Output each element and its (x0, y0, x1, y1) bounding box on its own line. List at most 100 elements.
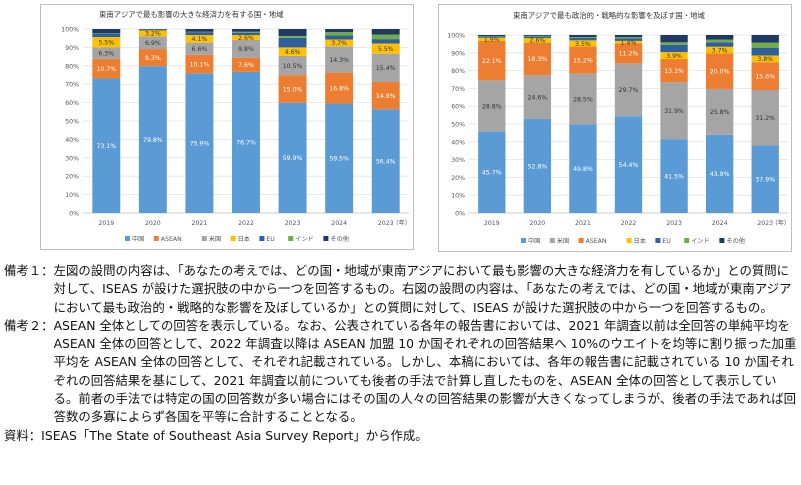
chart2-data-label: 25.8% (710, 109, 730, 116)
chart1-bar-segment (278, 55, 307, 76)
chart2-bar-segment (751, 145, 779, 213)
chart1-title: 東南アジアで最も影響の大きな経済力を有する国・地域 (99, 10, 284, 19)
chart2-ytick-label: 60% (451, 104, 465, 111)
chart1-data-label: 15.0% (283, 86, 303, 93)
chart1-xtick-label: 2023 (378, 220, 394, 227)
chart1-data-label: 59.9% (283, 155, 303, 162)
chart2-xtick-label: 2021 (575, 220, 591, 227)
chart1-bar-segment (371, 109, 400, 213)
chart-economic-influence-svg: 東南アジアで最も影響の大きな経済力を有する国・地域 0% 10% 20% 30% 40% 5… (61, 10, 411, 243)
chart-political-influence: 東南アジアで最も政治的・戦略的な影響を及ぼす国・地域 0% 10% 20% 30% 40%… (438, 4, 792, 252)
chart2-ytick-label: 40% (451, 139, 465, 146)
chart2-data-label: 49.8% (573, 166, 593, 173)
chart2-data-label: 20.0% (710, 68, 730, 75)
chart2-bar-segment (523, 35, 552, 37)
chart1-bar-segment (325, 32, 354, 36)
chart2-legend-label: 米国 (557, 237, 569, 245)
chart-political-influence-svg: 東南アジアで最も政治的・戦略的な影響を及ぼす国・地域 0% 10% 20% 30% 40%… (447, 11, 790, 245)
chart2-data-label: 28.5% (573, 96, 593, 103)
chart1-bar-segment (371, 29, 400, 35)
chart1-legend-swatch (153, 236, 159, 241)
chart1-data-label: 10.7% (96, 66, 116, 73)
chart1-bar-segment (371, 43, 400, 54)
chart1-data-label: 76.7% (236, 140, 256, 147)
chart2-bar-segment (523, 38, 552, 43)
chart1-bar-segment (232, 39, 260, 58)
chart1-bar-segment (92, 47, 121, 59)
chart2-data-label: 1.4% (621, 39, 637, 46)
chart2-data-label: 41.5% (664, 173, 684, 180)
chart2-xtick-label: 2024 (712, 220, 728, 227)
chart1-bar-segment (325, 46, 354, 73)
chart1-legend-swatch (201, 236, 207, 241)
chart2-bar-segment (751, 42, 779, 48)
chart1-data-label: 79.8% (143, 137, 163, 144)
chart2-ytick-label: 70% (451, 86, 465, 93)
chart2-data-label: 15.2% (573, 57, 593, 64)
chart2-data-label: 3.9% (666, 53, 682, 60)
chart2-bar-segment (660, 44, 688, 53)
note-1-label: 備考１： (4, 263, 54, 278)
chart2-bar-segment (614, 38, 643, 41)
chart1-bar-segment (138, 49, 167, 67)
chart2-bar-segment (705, 88, 734, 135)
note-2-text: ASEAN 全体としての回答を表示している。なお、公表されている各年の報告書にお… (53, 317, 797, 425)
chart1-ytick-label: 0% (69, 211, 79, 218)
chart2-bar-segment (569, 35, 597, 38)
chart2-bar-segment (751, 35, 779, 43)
chart1-xtick-label: 2023 (285, 220, 301, 227)
chart2-data-label: 31.9% (664, 108, 684, 115)
chart1-legend-swatch (259, 236, 265, 241)
chart1-ytick-label: 40% (65, 137, 79, 144)
chart1-legend-swatch (230, 236, 236, 241)
chart2-legend-swatch (626, 238, 632, 243)
chart1-data-label: 10.5% (283, 63, 303, 70)
note-2-label: 備考２： (4, 317, 54, 333)
chart1-bar-segment (325, 103, 354, 213)
chart1-bar-segment (138, 36, 167, 50)
chart2-data-label: 45.7% (482, 170, 502, 177)
chart2-bar-segment (569, 40, 597, 47)
chart2-xtick-label: 2020 (529, 220, 545, 227)
chart2-bar-segment (569, 124, 597, 213)
chart-economic-influence: 東南アジアで最も影響の大きな経済力を有する国・地域 0% 10% 20% 30% 40% 5… (40, 4, 414, 250)
chart2-xtick-label: 2022 (621, 220, 637, 227)
chart2-xtick-label: 2023 (757, 220, 773, 227)
chart2-bar-segment (478, 35, 506, 37)
chart1-bar-segment (325, 29, 354, 33)
chart2-bar-segment (614, 40, 643, 44)
chart2-bar-segment (569, 73, 597, 125)
chart2-legend-label: 日本 (634, 237, 646, 245)
chart1-bar-segment (278, 75, 307, 103)
chart1-legend-label: 日本 (238, 235, 250, 243)
chart1-data-label: 10.1% (190, 61, 210, 68)
chart1-bar-segment (371, 34, 400, 40)
chart2-data-label: 13.1% (664, 68, 684, 75)
chart2-data-label: 24.6% (528, 94, 548, 101)
chart1-ytick-label: 60% (65, 100, 79, 107)
chart2-bar-segment (705, 35, 734, 40)
note-2: 備考２： ASEAN 全体としての回答を表示している。なお、公表されている各年の… (4, 317, 799, 427)
chart1-bar-segment (138, 30, 167, 37)
chart1-ytick-label: 10% (65, 192, 79, 199)
chart2-data-label: 54.4% (619, 162, 639, 169)
chart1-data-label: 6.3% (98, 50, 114, 57)
chart1-bar-segment (185, 32, 214, 36)
chart1-bar-segment (278, 47, 307, 56)
chart2-legend-swatch (521, 238, 526, 243)
chart1-bar-segment (371, 53, 400, 82)
chart1-legend-label: ASEAN (161, 236, 182, 243)
chart2-bar-segment (705, 134, 734, 213)
chart1-data-label: 9.3% (145, 55, 161, 62)
chart2-data-label: 31.2% (755, 115, 775, 122)
chart1-bar-segment (138, 29, 167, 31)
chart2-data-label: 2.6% (529, 38, 545, 45)
chart2-xtick-label: 2019 (484, 220, 500, 227)
chart2-ytick-label: 100% (447, 33, 465, 40)
chart1-legend-label: EU (266, 236, 274, 243)
chart1-data-label: 9.8% (238, 46, 254, 53)
chart1-legend-swatch (125, 236, 130, 241)
chart2-data-label: 37.9% (755, 177, 775, 184)
chart2-data-label: 22.1% (482, 58, 502, 65)
chart2-data-label: 3.5% (575, 41, 591, 48)
